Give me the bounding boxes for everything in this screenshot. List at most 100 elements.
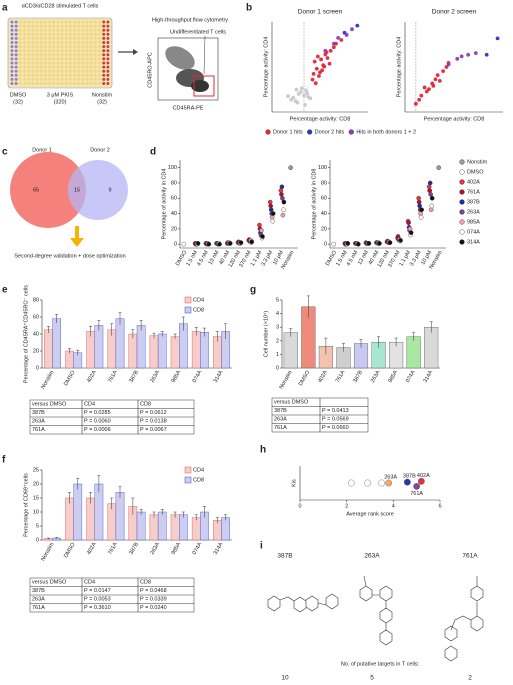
compound-label: 761A <box>462 553 478 560</box>
well <box>43 49 47 53</box>
well <box>98 61 102 65</box>
well <box>85 57 89 61</box>
legend-marker <box>459 219 465 225</box>
well <box>81 82 85 85</box>
error-bar <box>139 320 143 331</box>
point <box>378 479 386 487</box>
well <box>52 65 56 69</box>
well <box>23 73 27 77</box>
table-header: CD8 <box>140 580 151 586</box>
well <box>18 53 22 57</box>
well <box>31 61 35 65</box>
well <box>89 20 93 24</box>
table-cell: 263A <box>32 597 45 603</box>
x-tick-label: 263A <box>149 541 161 555</box>
well <box>27 41 31 44</box>
bar <box>157 333 167 369</box>
well <box>64 20 68 24</box>
well <box>60 36 64 40</box>
x-tick-label: 402A <box>86 369 98 383</box>
bar <box>424 327 439 369</box>
point <box>325 56 330 60</box>
y-tick-label: 40 <box>33 331 39 337</box>
well <box>85 36 89 40</box>
well <box>93 61 97 65</box>
well <box>10 32 14 36</box>
note: Second-degree validation + dose optimiza… <box>14 253 125 259</box>
table-cell: P = 0.0053 <box>84 597 111 603</box>
error-bar <box>97 475 101 493</box>
well <box>106 41 110 44</box>
well <box>106 28 110 32</box>
well <box>77 49 81 53</box>
well <box>31 41 35 44</box>
well <box>52 53 56 57</box>
well <box>23 77 27 81</box>
dot <box>408 230 414 235</box>
dot <box>428 207 434 213</box>
well <box>43 65 47 69</box>
well <box>14 41 18 44</box>
error-bar <box>202 327 206 337</box>
well <box>23 57 27 61</box>
error-bar <box>412 332 416 341</box>
error-bar <box>160 331 164 337</box>
dot <box>267 199 273 205</box>
error-bar <box>377 336 381 348</box>
well <box>23 45 27 49</box>
well <box>93 45 97 49</box>
well <box>81 65 85 69</box>
y-axis-label: Percentage activity: CD4 <box>263 37 269 98</box>
well <box>81 45 85 49</box>
y-tick-label: 100 <box>318 165 327 171</box>
well <box>60 49 64 53</box>
well <box>60 57 64 61</box>
well <box>39 53 43 57</box>
point <box>446 62 451 67</box>
chart-title: Donor 2 screen <box>432 9 477 16</box>
well <box>89 45 93 49</box>
point <box>413 101 418 106</box>
dot <box>279 192 284 197</box>
well <box>31 32 35 36</box>
venn-count: 15 <box>74 187 80 193</box>
x-tick-label: 0 <box>298 503 301 509</box>
x-axis-label: Average rank score <box>346 511 394 517</box>
x-tick-label: 761A <box>107 541 119 555</box>
well <box>14 82 18 85</box>
well <box>85 77 89 81</box>
well <box>73 77 77 81</box>
well <box>73 28 77 32</box>
table-cell: P = 0.0339 <box>140 597 167 603</box>
point <box>298 89 303 94</box>
well <box>77 69 81 73</box>
dot <box>406 220 411 226</box>
well <box>89 61 93 65</box>
point <box>350 27 354 32</box>
well <box>68 20 72 24</box>
well <box>48 41 52 44</box>
error-bar <box>173 511 177 518</box>
well <box>89 36 93 40</box>
well <box>56 82 60 85</box>
x-tick-label: DMSO <box>63 541 77 559</box>
well <box>35 77 39 81</box>
well <box>18 61 22 65</box>
dot <box>345 241 351 246</box>
well <box>81 61 85 65</box>
legend-marker <box>459 209 465 215</box>
well <box>60 20 64 24</box>
point <box>319 57 323 62</box>
well <box>27 65 31 69</box>
bar <box>86 331 95 369</box>
well <box>98 36 102 40</box>
well <box>39 77 43 81</box>
well <box>35 28 39 32</box>
well <box>18 65 22 69</box>
well <box>56 77 60 81</box>
well <box>18 24 22 28</box>
well <box>48 73 52 77</box>
well <box>60 82 64 85</box>
well <box>102 82 106 85</box>
